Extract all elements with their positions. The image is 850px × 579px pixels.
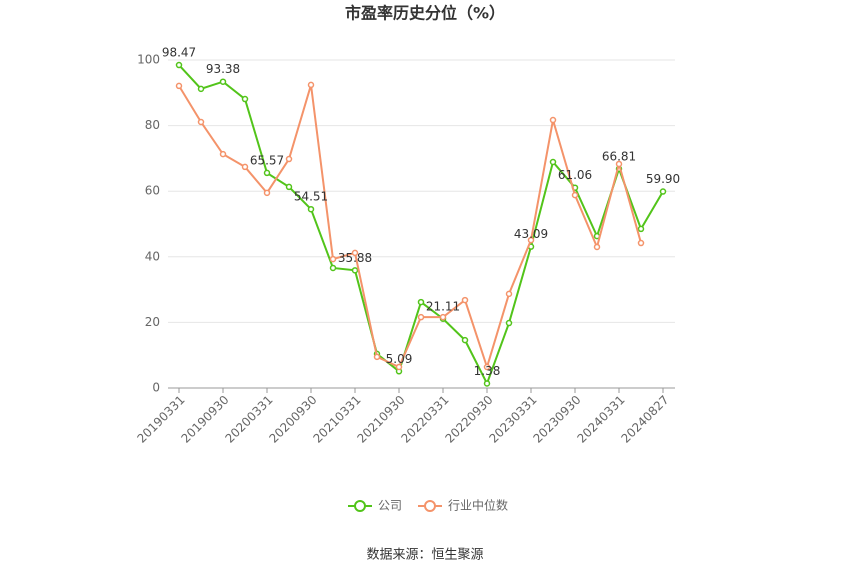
data-point — [373, 353, 381, 361]
data-point — [505, 290, 513, 298]
chart-title: 市盈率历史分位（%） — [345, 4, 505, 23]
y-tick-label: 80 — [145, 118, 160, 132]
legend-marker — [424, 500, 436, 512]
data-point — [549, 116, 557, 124]
data-point — [593, 243, 601, 251]
data-point — [549, 158, 557, 166]
data-point — [197, 85, 205, 93]
data-point — [351, 267, 359, 274]
legend-label: 行业中位数 — [448, 498, 508, 513]
data-label: 65.57 — [250, 153, 284, 167]
data-point — [417, 298, 425, 306]
x-tick-label: 20240827 — [619, 393, 672, 446]
data-point — [461, 336, 469, 344]
data-label: 35.88 — [338, 251, 372, 265]
data-point — [571, 191, 579, 199]
data-label: 54.51 — [294, 190, 328, 204]
data-point — [219, 78, 227, 85]
data-point — [285, 183, 293, 191]
legend-label: 公司 — [378, 499, 402, 513]
data-point — [175, 61, 183, 69]
data-point — [307, 205, 315, 213]
y-tick-label: 100 — [137, 53, 160, 67]
data-label: 66.81 — [602, 149, 636, 163]
data-point — [637, 225, 645, 233]
data-point — [395, 363, 403, 371]
data-label: 43.09 — [514, 227, 548, 241]
data-point — [219, 150, 227, 158]
series-line — [178, 84, 642, 371]
data-label: 61.06 — [558, 168, 592, 182]
data-point — [329, 255, 337, 263]
data-point — [483, 380, 491, 387]
legend-marker — [354, 500, 366, 512]
data-label: 5.09 — [386, 352, 413, 366]
data-point — [615, 160, 623, 168]
data-point — [263, 189, 271, 197]
data-point — [263, 169, 271, 177]
y-tick-label: 60 — [145, 184, 160, 198]
data-point — [307, 81, 315, 89]
data-label: 1.38 — [474, 364, 501, 378]
data-point — [461, 296, 469, 304]
data-point — [483, 363, 491, 371]
data-point — [439, 313, 447, 321]
data-point — [329, 264, 337, 272]
data-label: 93.38 — [206, 62, 240, 76]
data-point — [241, 163, 249, 171]
data-point — [351, 249, 359, 257]
data-point — [637, 239, 645, 247]
data-point — [285, 155, 293, 163]
series-line — [178, 64, 664, 386]
data-point — [505, 319, 513, 327]
y-tick-label: 40 — [145, 249, 160, 263]
y-tick-label: 0 — [152, 381, 160, 395]
data-point — [197, 118, 205, 126]
data-point — [659, 188, 667, 195]
data-label: 98.47 — [162, 46, 196, 60]
data-point — [527, 236, 535, 244]
source: 数据来源：恒生聚源 — [366, 548, 483, 563]
data-label: 21.11 — [426, 299, 460, 313]
data-label: 59.90 — [646, 172, 680, 186]
data-point — [241, 95, 249, 103]
data-point — [175, 82, 183, 90]
data-point — [417, 313, 425, 321]
y-tick-label: 20 — [145, 315, 160, 329]
